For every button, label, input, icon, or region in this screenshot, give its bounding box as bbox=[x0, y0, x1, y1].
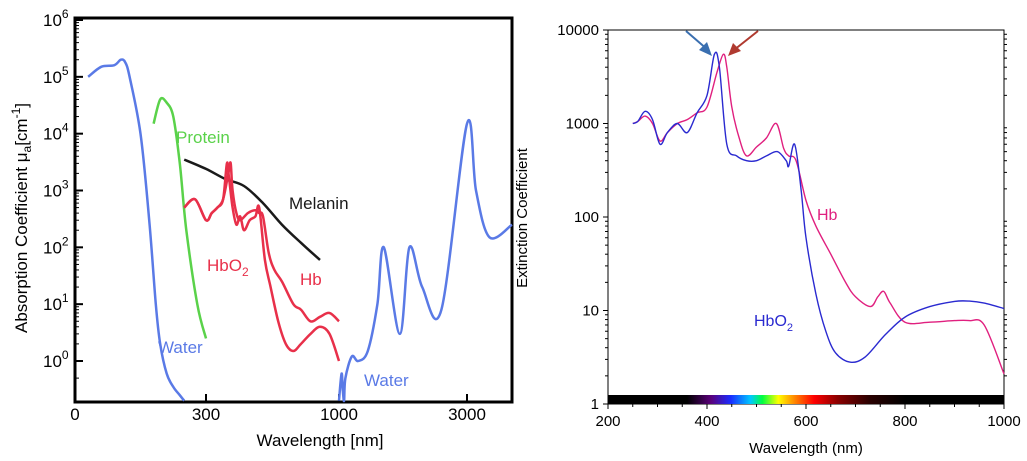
right-series bbox=[632, 51, 1005, 375]
right-y-tick-label: 1000 bbox=[566, 116, 599, 133]
left-y-tick-exponent: 4 bbox=[62, 121, 69, 135]
left-y-tick-base: 10 bbox=[43, 11, 62, 30]
left-y-tick-label: 102 bbox=[43, 234, 69, 257]
left-label-protein: Protein bbox=[176, 128, 230, 147]
left-label-water-2: Water bbox=[364, 371, 409, 390]
right-series-line-hbo2 bbox=[632, 51, 1005, 364]
left-y-tick-label: 106 bbox=[43, 7, 69, 30]
left-x-tick-label: 300 bbox=[192, 405, 220, 424]
right-arrow-red-head bbox=[728, 43, 741, 56]
right-x-tick-label: 600 bbox=[793, 413, 818, 430]
left-y-tick-exponent: 0 bbox=[62, 348, 69, 362]
right-y-tick-label: 1 bbox=[591, 396, 599, 413]
left-y-axis-label-sup: -1 bbox=[9, 107, 23, 118]
spectrum-gradient-bar bbox=[608, 395, 1004, 404]
right-spectrum-bar bbox=[608, 395, 1004, 404]
left-x-tick-label: 1000 bbox=[320, 405, 358, 424]
right-x-tick-label: 800 bbox=[892, 413, 917, 430]
left-y-tick-exponent: 3 bbox=[62, 178, 69, 192]
left-plot-frame bbox=[73, 16, 514, 404]
left-label-hb: Hb bbox=[300, 270, 322, 289]
left-y-tick-exponent: 1 bbox=[62, 291, 69, 305]
right-x-tick-label: 400 bbox=[694, 413, 719, 430]
left-y-tick-base: 10 bbox=[43, 68, 62, 87]
right-arrow-red bbox=[728, 30, 759, 56]
left-y-tick-label: 105 bbox=[43, 64, 69, 87]
left-y-tick-label: 104 bbox=[43, 121, 69, 144]
left-label-water-1: Water bbox=[158, 338, 203, 357]
left-y-tick-exponent: 5 bbox=[62, 64, 69, 78]
left-label-hbo2-main: HbO bbox=[207, 256, 242, 275]
left-series bbox=[87, 58, 513, 403]
right-x-tick-label: 200 bbox=[595, 413, 620, 430]
right-y-tick-label: 10 bbox=[582, 303, 599, 320]
left-y-axis-label-unit: [cm bbox=[12, 118, 31, 145]
left-y-axis-label-main: Absorption Coefficient μ bbox=[12, 152, 31, 333]
left-y-tick-label: 101 bbox=[43, 291, 69, 314]
right-arrow-red-shaft bbox=[733, 30, 759, 51]
right-x-tick-label: 1000 bbox=[987, 413, 1020, 430]
left-x-tick-label: 3000 bbox=[448, 405, 486, 424]
right-label-hbo2: HbO2 bbox=[754, 313, 793, 334]
left-series-line-water-1 bbox=[337, 119, 513, 403]
right-ticks: 200 400 600 800 1000 1 10 100 1000 10000 bbox=[557, 22, 1020, 430]
left-y-tick-base: 10 bbox=[43, 295, 62, 314]
left-y-axis-label-sub: a bbox=[20, 145, 34, 152]
right-label-hbo2-sub: 2 bbox=[787, 322, 793, 334]
left-x-axis-label: Wavelength [nm] bbox=[257, 431, 384, 450]
left-y-axis-label: Absorption Coefficient μa[cm-1] bbox=[9, 103, 34, 333]
left-label-hbo2: HbO2 bbox=[207, 256, 249, 279]
right-arrow-blue bbox=[685, 30, 712, 56]
left-y-axis-label-end: ] bbox=[12, 103, 31, 108]
left-series-line-hb-5 bbox=[183, 161, 340, 323]
right-chart: 200 400 600 800 1000 1 10 100 1000 10000 Waveleng… bbox=[514, 22, 1021, 457]
right-y-axis-label: Extinction Coefficient bbox=[514, 147, 531, 288]
right-y-tick-label: 10000 bbox=[557, 22, 599, 39]
right-label-hbo2-main: HbO bbox=[754, 313, 787, 330]
left-y-tick-base: 10 bbox=[43, 182, 62, 201]
left-y-tick-base: 10 bbox=[43, 238, 62, 257]
left-series-line-water-0 bbox=[87, 58, 186, 402]
right-label-hb: Hb bbox=[817, 207, 838, 224]
left-y-tick-base: 10 bbox=[43, 352, 62, 371]
left-label-hbo2-sub: 2 bbox=[242, 265, 249, 279]
left-y-tick-exponent: 2 bbox=[62, 234, 69, 248]
right-plot-frame bbox=[607, 29, 1005, 405]
right-x-axis-label: Wavelength (nm) bbox=[749, 440, 863, 457]
left-x-tick-label: 0 bbox=[70, 405, 79, 424]
left-y-tick-base: 10 bbox=[43, 125, 62, 144]
right-y-tick-label: 100 bbox=[574, 209, 599, 226]
right-arrow-blue-head bbox=[699, 42, 712, 56]
left-series-line-protein-2 bbox=[152, 96, 208, 339]
left-y-tick-exponent: 6 bbox=[62, 7, 69, 21]
left-label-melanin: Melanin bbox=[289, 194, 349, 213]
left-series-line-melanin-3 bbox=[183, 158, 321, 261]
left-y-tick-label: 103 bbox=[43, 178, 69, 201]
left-y-tick-label: 100 bbox=[43, 348, 69, 371]
